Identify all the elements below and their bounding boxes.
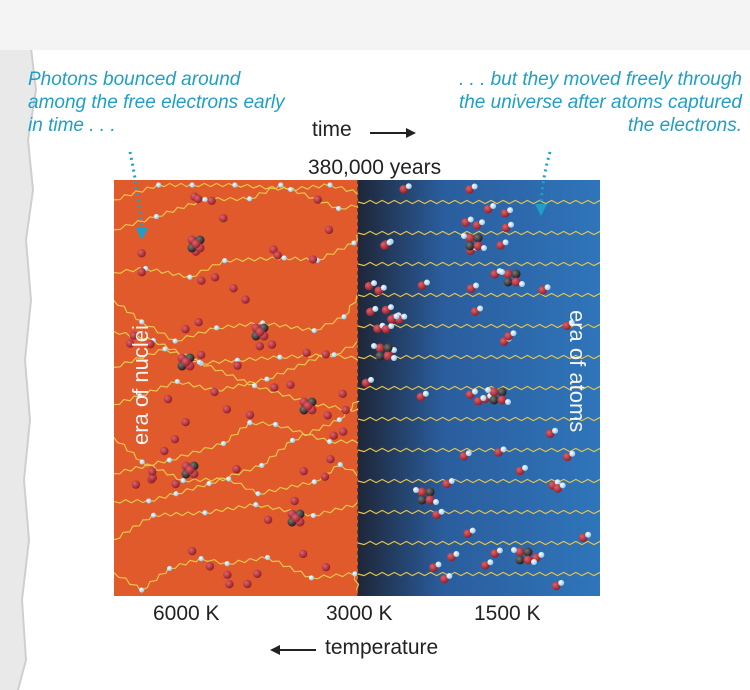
temperature-tick-1500: 1500 K bbox=[474, 602, 541, 625]
right-annotation: . . . but they moved freely through the … bbox=[458, 69, 742, 136]
left-annotation: Photons bounced around among the free el… bbox=[28, 69, 285, 136]
recombination-diagram bbox=[114, 180, 600, 596]
era-of-atoms-label: era of atoms bbox=[565, 310, 590, 433]
era-of-nuclei-label: era of nuclei bbox=[128, 325, 153, 445]
free-photon-paths bbox=[357, 199, 600, 577]
temperature-tick-6000: 6000 K bbox=[153, 602, 220, 625]
right-callout-arrow-icon bbox=[535, 151, 552, 216]
nuclei-era-region bbox=[114, 180, 358, 596]
temperature-tick-3000: 3000 K bbox=[326, 602, 393, 625]
temperature-axis-label: temperature bbox=[325, 636, 439, 659]
left-callout-arrow-icon bbox=[128, 151, 148, 240]
time-axis-label: time bbox=[312, 118, 352, 141]
time-arrow-icon bbox=[370, 128, 416, 138]
transition-time-label: 380,000 years bbox=[308, 156, 442, 179]
temperature-arrow-icon bbox=[270, 645, 316, 655]
top-gray-band bbox=[0, 0, 750, 50]
particles bbox=[125, 182, 592, 593]
torn-paper-edge bbox=[0, 0, 38, 690]
